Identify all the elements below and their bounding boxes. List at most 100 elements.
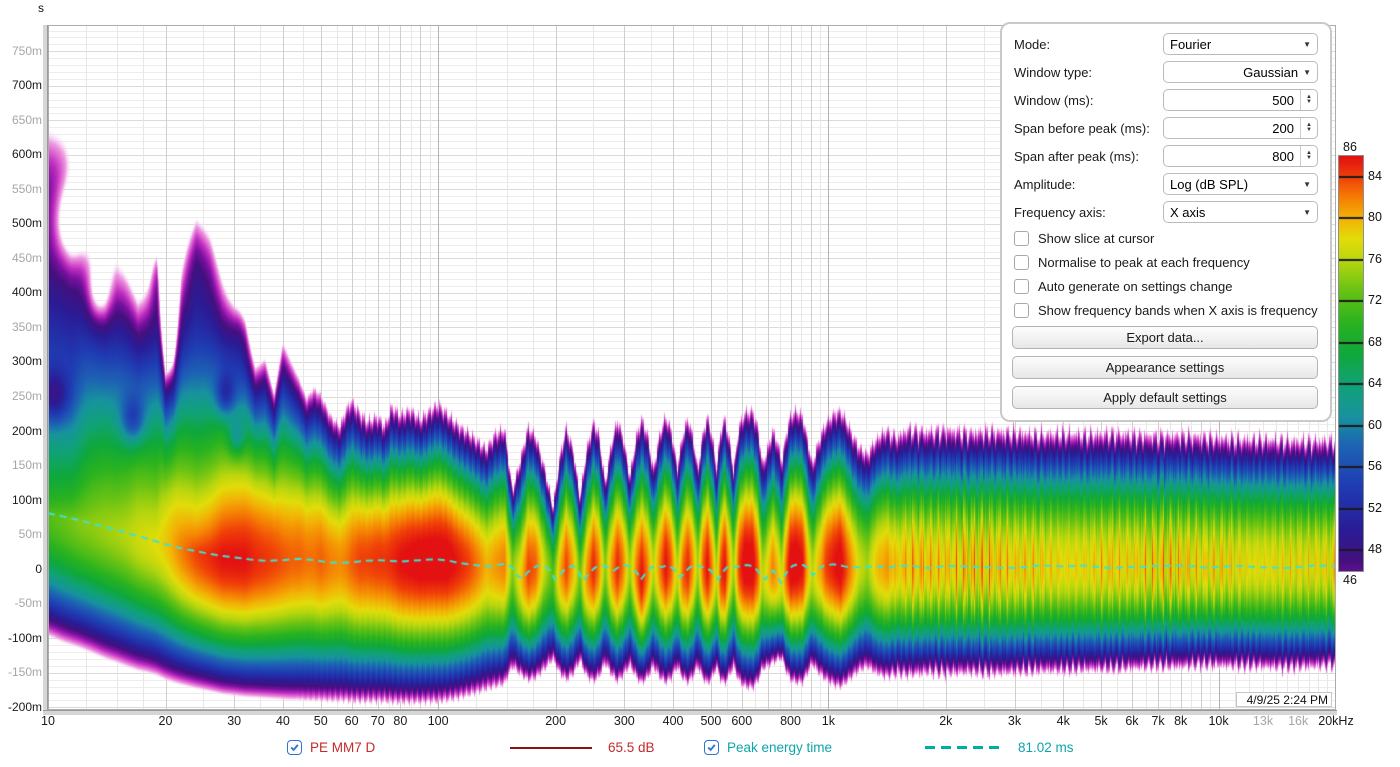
x-tick-label: 40	[275, 714, 290, 728]
y-tick-label: 350m	[11, 319, 42, 334]
x-tick-label: 5k	[1094, 714, 1108, 728]
check-icon	[707, 744, 716, 752]
window-ms-input[interactable]: 500 ▲ ▼	[1163, 89, 1318, 111]
x-tick-label: 20kHz	[1318, 714, 1354, 728]
amplitude-select[interactable]: Log (dB SPL) ▼	[1163, 173, 1318, 195]
y-tick-label: -150m	[7, 665, 42, 680]
peak-energy-time-value: 81.02 ms	[1018, 740, 1074, 755]
y-tick-label: 100m	[11, 492, 42, 507]
x-tick-label: 8k	[1174, 714, 1188, 728]
x-tick-label: 13k	[1252, 714, 1274, 728]
window-type-select[interactable]: Gaussian ▼	[1163, 61, 1318, 83]
frequency-bands-checkbox-row[interactable]: Show frequency bands when X axis is freq…	[1014, 301, 1318, 319]
x-tick-label: 20	[158, 714, 173, 728]
span-after-value: 800	[1272, 148, 1294, 164]
auto-generate-checkbox-row[interactable]: Auto generate on settings change	[1014, 277, 1318, 295]
y-tick-label: 50m	[18, 527, 42, 542]
checkbox-icon[interactable]	[1014, 254, 1029, 270]
colorbar	[1338, 155, 1364, 572]
mode-select[interactable]: Fourier ▼	[1163, 33, 1318, 55]
span-before-label: Span before peak (ms):	[1014, 120, 1150, 136]
y-tick-label: -100m	[7, 630, 42, 645]
x-tick-label: 7k	[1151, 714, 1165, 728]
colorbar-tick-label: 84	[1368, 169, 1382, 183]
y-tick-label: 600m	[11, 147, 42, 162]
y-tick-label: 550m	[11, 181, 42, 196]
appearance-settings-button[interactable]: Appearance settings	[1012, 356, 1318, 379]
y-tick-label: -50m	[14, 596, 42, 611]
x-tick-label: 3k	[1007, 714, 1022, 728]
y-tick-label: 750m	[11, 43, 42, 58]
colorbar-tick-label: 60	[1368, 418, 1382, 432]
colorbar-max-label: 86	[1343, 140, 1357, 154]
x-tick-label: 800	[780, 714, 801, 728]
show-slice-checkbox-row[interactable]: Show slice at cursor	[1014, 229, 1318, 247]
y-tick-label: 500m	[11, 216, 42, 231]
peak-energy-time-checkbox[interactable]	[704, 740, 719, 755]
amplitude-value: Log (dB SPL)	[1170, 176, 1249, 192]
span-before-input[interactable]: 200 ▲ ▼	[1163, 117, 1318, 139]
x-tick-label: 70	[370, 714, 385, 728]
window-ms-value: 500	[1272, 92, 1294, 108]
measurement-checkbox[interactable]	[287, 740, 302, 755]
x-tick-label: 500	[700, 714, 722, 728]
check-icon	[290, 744, 299, 752]
x-tick-label: 60	[344, 714, 359, 728]
checkbox-icon[interactable]	[1014, 278, 1029, 294]
x-tick-label: 30	[227, 714, 242, 728]
spinner-arrows-icon[interactable]: ▲ ▼	[1300, 118, 1317, 138]
span-after-row: Span after peak (ms): 800 ▲ ▼	[1014, 145, 1318, 167]
colorbar-tick-label: 72	[1368, 293, 1382, 307]
colorbar-tick-label: 76	[1368, 252, 1382, 266]
x-tick-label: 10k	[1208, 714, 1229, 728]
amplitude-label: Amplitude:	[1014, 176, 1076, 192]
x-tick-label: 50	[313, 714, 328, 728]
y-tick-label: -200m	[7, 699, 42, 714]
timestamp: 4/9/25 2:24 PM	[1236, 692, 1332, 707]
y-tick-label: 300m	[11, 354, 42, 369]
spinner-arrows-icon[interactable]: ▲ ▼	[1300, 90, 1317, 110]
x-tick-label: 80	[393, 714, 408, 728]
checkbox-icon[interactable]	[1014, 302, 1029, 318]
mode-label: Mode:	[1014, 36, 1051, 52]
x-tick-label: 400	[662, 714, 684, 728]
span-after-input[interactable]: 800 ▲ ▼	[1163, 145, 1318, 167]
normalise-peak-checkbox-row[interactable]: Normalise to peak at each frequency	[1014, 253, 1318, 271]
window-type-label: Window type:	[1014, 64, 1093, 80]
x-tick-label: 200	[545, 714, 567, 728]
y-tick-label: 200m	[11, 423, 42, 438]
spectrogram-settings-panel: Mode: Fourier ▼ Window type: Gaussian ▼ …	[1000, 22, 1332, 422]
x-tick-label: 100	[427, 714, 449, 728]
frequency-axis-label: Frequency axis:	[1014, 204, 1106, 220]
window-ms-label: Window (ms):	[1014, 92, 1094, 108]
colorbar-tick-label: 68	[1368, 335, 1382, 349]
x-tick-label: 300	[613, 714, 635, 728]
span-before-row: Span before peak (ms): 200 ▲ ▼	[1014, 117, 1318, 139]
x-tick-label: 6k	[1125, 714, 1139, 728]
colorbar-min-label: 46	[1343, 573, 1357, 587]
y-axis-unit-label: s	[38, 1, 44, 15]
measurement-line-swatch	[510, 747, 592, 749]
window-ms-row: Window (ms): 500 ▲ ▼	[1014, 89, 1318, 111]
apply-default-settings-button[interactable]: Apply default settings	[1012, 386, 1318, 409]
x-tick-label: 4k	[1056, 714, 1070, 728]
x-tick-label: 10	[41, 714, 55, 728]
y-tick-label: 250m	[11, 389, 42, 403]
checkbox-icon[interactable]	[1014, 230, 1029, 246]
cursor-level-value: 65.5 dB	[608, 740, 655, 755]
chevron-down-icon: ▼	[1303, 207, 1311, 217]
show-slice-label: Show slice at cursor	[1038, 230, 1155, 246]
chevron-down-icon: ▼	[1303, 67, 1311, 77]
frequency-axis-select[interactable]: X axis ▼	[1163, 201, 1318, 223]
export-data-button[interactable]: Export data...	[1012, 326, 1318, 349]
x-tick-label: 1k	[821, 714, 835, 728]
span-before-value: 200	[1272, 120, 1294, 136]
measurement-name[interactable]: PE MM7 D	[310, 740, 376, 755]
y-tick-label: 450m	[11, 250, 42, 265]
auto-generate-label: Auto generate on settings change	[1038, 278, 1233, 294]
colorbar-tick-label: 64	[1368, 376, 1382, 390]
peak-energy-time-name[interactable]: Peak energy time	[727, 740, 833, 755]
x-tick-label: 2k	[939, 714, 953, 728]
spinner-arrows-icon[interactable]: ▲ ▼	[1300, 146, 1317, 166]
